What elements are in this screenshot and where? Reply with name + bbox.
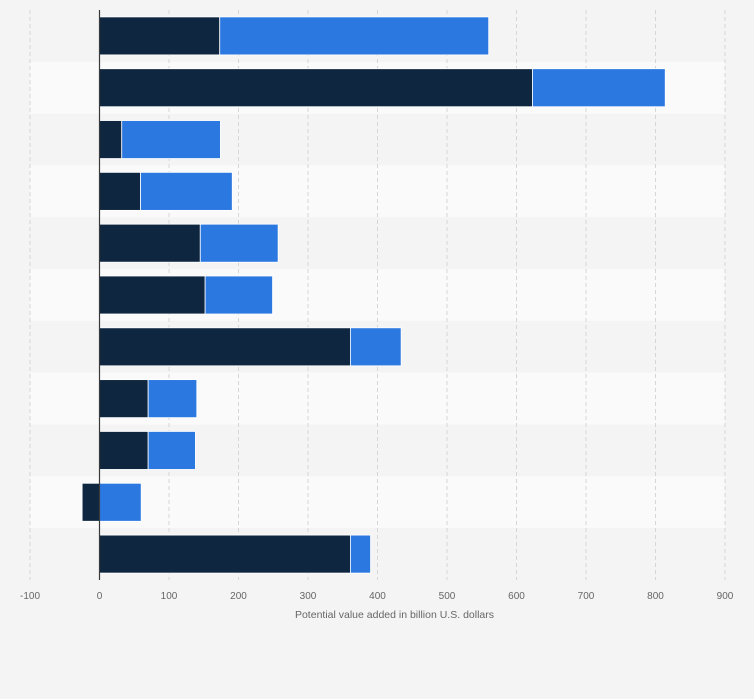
bar-segment-2[interactable] xyxy=(204,275,273,315)
x-tick-label: 300 xyxy=(300,591,317,602)
bar-segment-2[interactable] xyxy=(349,534,371,574)
x-tick-label: 600 xyxy=(508,591,525,602)
bar-segment-2[interactable] xyxy=(532,68,666,108)
x-tick-label: -100 xyxy=(20,591,40,602)
bar-segment-1[interactable] xyxy=(81,482,100,522)
bar-segment-2[interactable] xyxy=(121,120,221,159)
bar-segment-1[interactable] xyxy=(99,171,141,211)
x-tick-label: 200 xyxy=(230,591,247,602)
bar-segment-2[interactable] xyxy=(140,171,233,211)
bar-segment-1[interactable] xyxy=(99,120,123,159)
x-tick-label: 900 xyxy=(717,591,734,602)
bar-segment-1[interactable] xyxy=(99,534,351,574)
x-tick-label: 700 xyxy=(578,591,595,602)
bar-segment-1[interactable] xyxy=(99,275,206,315)
bar-segment-1[interactable] xyxy=(99,431,149,470)
bars xyxy=(81,16,666,574)
x-tick-label: 500 xyxy=(439,591,456,602)
x-tick-label: 400 xyxy=(369,591,386,602)
x-axis-title: Potential value added in billion U.S. do… xyxy=(295,609,494,621)
bar-segment-1[interactable] xyxy=(99,223,201,263)
bar-segment-2[interactable] xyxy=(99,482,142,522)
bar-segment-1[interactable] xyxy=(99,379,149,419)
bar-segment-2[interactable] xyxy=(147,431,196,470)
x-tick-label: 800 xyxy=(647,591,664,602)
bar-segment-2[interactable] xyxy=(199,223,279,263)
x-tick-labels: -100 0 100 200 300 400 500 600 700 800 900 xyxy=(20,591,734,602)
bar-segment-1[interactable] xyxy=(99,327,351,367)
bar-segment-2[interactable] xyxy=(219,16,490,56)
bar-segment-2[interactable] xyxy=(349,327,402,367)
bar-segment-1[interactable] xyxy=(99,16,221,56)
bar-segment-2[interactable] xyxy=(147,379,198,419)
x-tick-label: 0 xyxy=(97,591,103,602)
bar-segment-1[interactable] xyxy=(99,68,533,108)
x-tick-label: 100 xyxy=(161,591,178,602)
